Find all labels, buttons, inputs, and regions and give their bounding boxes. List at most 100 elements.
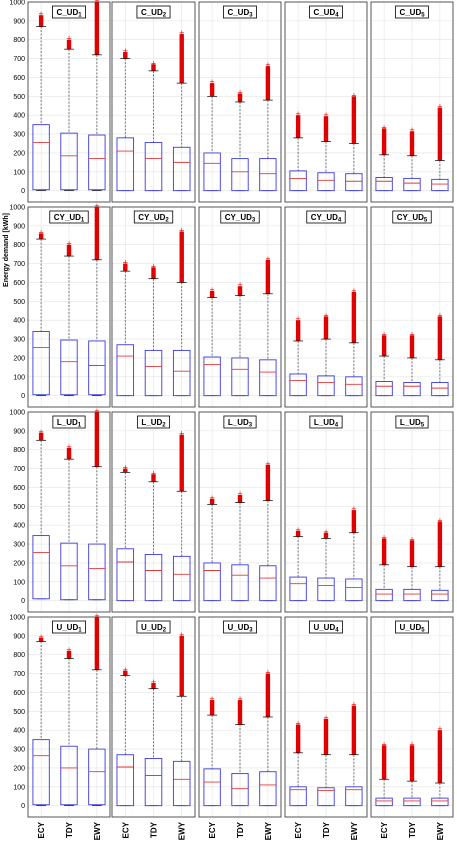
panel-title: U_UD1	[52, 620, 86, 634]
panel-title-text: CY_UD2	[138, 213, 169, 224]
box-iqr	[403, 797, 421, 807]
outlier-marker: +	[94, 407, 100, 415]
y-tick-label: 100	[13, 579, 25, 586]
panel-title: CY_UD2	[133, 210, 174, 224]
panel-frame	[111, 206, 196, 408]
panel-u-ud3: + + + U_UD3	[198, 616, 282, 818]
outlier-marker: +	[265, 255, 271, 263]
panel-l-ud2: + + + L_UD2	[111, 411, 196, 613]
panel-title: C_UD1	[52, 5, 86, 19]
outlier-marker: +	[437, 725, 443, 733]
box-ecy: +	[116, 47, 135, 192]
box-iqr	[203, 152, 221, 192]
outlier-marker: +	[209, 286, 215, 294]
box-ewy: +	[431, 725, 449, 807]
panel-title: L_UD2	[136, 415, 171, 429]
outlier-marker: +	[295, 526, 301, 534]
panel-title-box	[136, 620, 171, 634]
outlier-band	[151, 474, 156, 482]
box-iqr	[116, 754, 135, 807]
panel-title-text: C_UD1	[56, 8, 82, 19]
outlier-marker: +	[122, 47, 128, 55]
panel-frame	[370, 206, 454, 408]
panel-title-text: L_UD2	[141, 418, 166, 429]
y-tick-label: 800	[13, 652, 25, 659]
box-iqr	[403, 588, 421, 602]
outlier-marker: +	[151, 678, 157, 686]
panel-frame	[370, 411, 454, 613]
outlier-band	[351, 291, 357, 343]
box-ecy: +	[289, 526, 307, 602]
box-ecy: +	[32, 633, 50, 807]
panel-title-text: CY_UD3	[225, 213, 256, 224]
panel-frame	[27, 1, 111, 203]
outlier-band	[209, 498, 215, 505]
outlier-band	[38, 15, 44, 27]
box-iqr	[431, 589, 449, 602]
panel-title-text: C_UD5	[399, 8, 425, 19]
box-tdy: +	[403, 126, 421, 192]
box-iqr	[60, 745, 78, 806]
panel-frame	[370, 1, 454, 203]
panel-title-text: U_UD5	[399, 623, 425, 634]
outlier-band	[323, 718, 329, 755]
outlier-marker: +	[237, 89, 243, 97]
panel-c-ud3: + + + C_UD3	[198, 1, 282, 203]
panel-title: L_UD3	[223, 415, 257, 429]
panel-c-ud2: + + + C_UD2	[111, 1, 196, 203]
outlier-band	[94, 207, 100, 260]
panel-frame	[111, 1, 196, 203]
panel-title: U_UD2	[136, 620, 171, 634]
outlier-band	[265, 464, 271, 501]
x-category-label: ECY	[380, 821, 389, 838]
panel-title-box	[223, 620, 257, 634]
box-ecy: +	[375, 123, 393, 192]
box-iqr	[116, 548, 135, 602]
outlier-band	[94, 617, 100, 670]
box-iqr	[144, 758, 163, 807]
panel-frame	[111, 411, 196, 613]
box-iqr	[32, 124, 50, 191]
x-category-label: TDY	[65, 821, 74, 838]
x-category-label: EWY	[178, 821, 187, 840]
outlier-marker: +	[209, 695, 215, 703]
y-tick-label: 400	[13, 728, 25, 735]
y-tick-label: 200	[13, 765, 25, 772]
x-category-label: TDY	[236, 821, 245, 838]
box-iqr	[403, 382, 421, 397]
outlier-marker: +	[122, 259, 128, 267]
box-iqr	[431, 797, 449, 807]
x-category-label: ECY	[37, 821, 46, 838]
panel-title-box	[52, 5, 86, 19]
y-tick-label: 400	[13, 113, 25, 120]
box-ewy: +	[345, 701, 363, 807]
panel-title: U_UD4	[309, 620, 343, 634]
box-iqr	[231, 773, 249, 807]
outlier-marker: +	[323, 311, 329, 319]
panel-title: CY_UD3	[220, 210, 260, 224]
y-axis-label: Energy demand [kWh]	[3, 213, 10, 287]
outlier-marker: +	[381, 330, 387, 338]
outlier-marker: +	[295, 315, 301, 323]
panel-title-text: CY_UD5	[397, 213, 428, 224]
panel-frame	[284, 616, 368, 818]
outlier-band	[295, 530, 301, 537]
panel-title-box	[49, 210, 89, 224]
y-tick-label: 600	[13, 280, 25, 287]
outlier-band	[295, 724, 301, 753]
outlier-band	[237, 495, 243, 503]
box-iqr	[403, 177, 421, 192]
outlier-marker: +	[38, 228, 44, 236]
box-tdy: +	[144, 262, 163, 397]
box-iqr	[172, 146, 191, 192]
y-tick-label: 300	[13, 542, 25, 549]
box-ewy: +	[88, 407, 106, 601]
x-category-label: ECY	[294, 821, 303, 838]
y-tick-label: 1000	[9, 205, 25, 212]
panel-title-box	[133, 210, 174, 224]
panel-l-ud1: + + + L_UD1	[27, 407, 111, 613]
box-iqr	[375, 797, 393, 807]
outlier-marker: +	[94, 0, 100, 5]
outlier-band	[237, 700, 243, 725]
